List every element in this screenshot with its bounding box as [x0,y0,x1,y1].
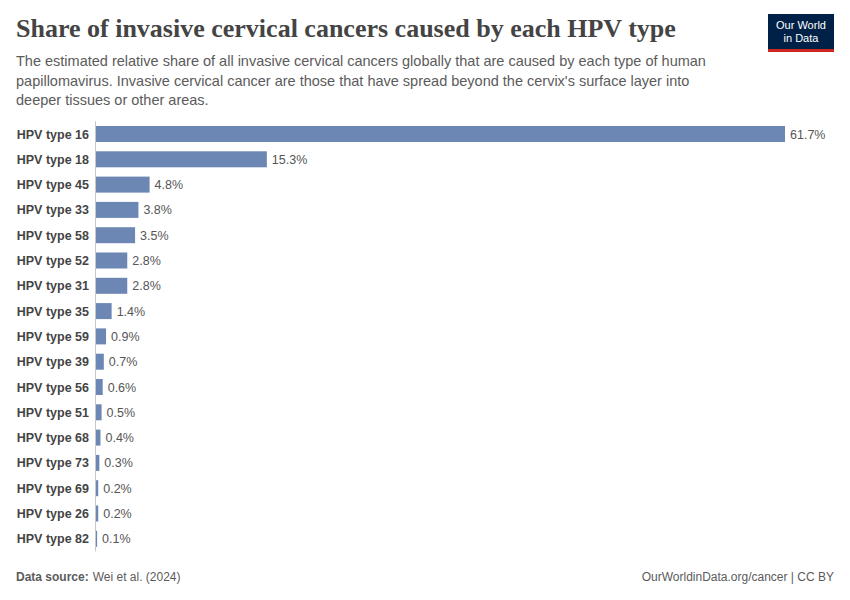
bar [96,151,267,167]
source: Data source: Wei et al. (2024) [16,570,181,584]
bar [96,354,104,370]
category-label: HPV type 45 [17,178,89,192]
bar [96,480,98,496]
data-label: 0.6% [108,381,137,395]
category-label: HPV type 69 [17,482,89,496]
data-label: 3.8% [143,203,172,217]
title: Share of invasive cervical cancers cause… [16,14,676,44]
subtitle: The estimated relative share of all inva… [16,52,728,111]
data-label: 2.8% [132,279,161,293]
footer: OurWorldinData.org/cancer | CC BY [642,570,834,584]
category-label: HPV type 59 [17,330,89,344]
category-label: HPV type 58 [17,229,89,243]
data-label: 0.1% [102,532,131,546]
source-label: Data source: [16,570,89,584]
data-label: 0.7% [109,355,138,369]
data-label: 0.5% [107,406,136,420]
bar [96,455,99,471]
logo-strip [768,49,834,52]
chart: HPV type 16 61.7% HPV type 18 15.3% HPV type… [0,0,850,600]
data-label: 3.5% [140,229,169,243]
bar [96,328,106,344]
category-label: HPV type 16 [17,128,89,142]
category-label: HPV type 18 [17,153,89,167]
data-label: 4.8% [155,178,184,192]
category-label: HPV type 52 [17,254,89,268]
bars [96,126,785,547]
bar [96,379,103,395]
bar [96,177,150,193]
data-label: 1.4% [117,305,146,319]
bar [96,126,785,142]
data-label: 0.9% [111,330,139,344]
data-label: 0.3% [104,456,133,470]
category-label: HPV type 51 [17,406,89,420]
logo-box [768,14,834,52]
bar [96,506,98,522]
category-label: HPV type 56 [17,381,89,395]
bar [96,303,112,319]
bar [96,430,100,446]
bar [96,227,135,243]
axis-baseline [95,121,96,551]
data-label: 61.7% [790,128,825,142]
category-label: HPV type 31 [17,279,89,293]
data-label: 0.2% [103,507,132,521]
logo-text: in Data [784,32,820,44]
data-label: 2.8% [132,254,161,268]
category-label: HPV type 26 [17,507,89,521]
category-label: HPV type 68 [17,431,89,445]
bar [96,202,138,218]
source-text: Wei et al. (2024) [93,570,181,584]
logo-text: Our World [776,19,826,31]
category-label: HPV type 82 [17,532,89,546]
data-label: 15.3% [272,153,307,167]
bar [96,404,102,420]
data-label: 0.2% [103,482,132,496]
category-label: HPV type 39 [17,355,89,369]
bar [96,253,127,269]
bar [96,278,127,294]
category-label: HPV type 33 [17,203,89,217]
bar [96,531,97,547]
data-label: 0.4% [105,431,133,445]
category-label: HPV type 35 [17,305,89,319]
category-label: HPV type 73 [17,456,89,470]
